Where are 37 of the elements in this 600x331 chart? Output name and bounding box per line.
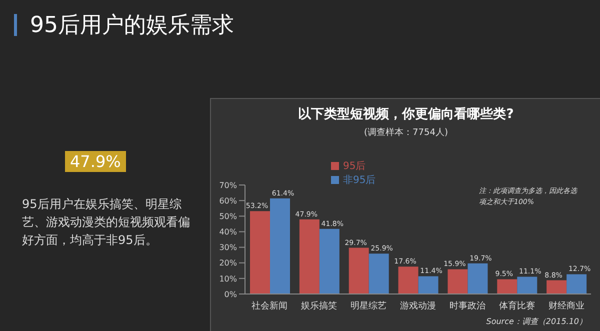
text: 47.9% (65, 151, 126, 172)
bar (546, 280, 567, 294)
x-tick-label: 娱乐搞笑 (301, 300, 338, 312)
x-tick-label: 体育比赛 (498, 300, 535, 312)
bar (299, 219, 320, 294)
text: (调查样本：7754人) (363, 126, 449, 139)
legend-label: 95后 (343, 161, 366, 172)
bar (497, 279, 518, 294)
y-tick-label: 10% (219, 274, 238, 284)
y-tick-label: 0% (224, 290, 238, 299)
chart-subtitle: 以下类型短视频，你更偏向看哪些类? (297, 106, 515, 123)
bar (448, 269, 468, 294)
bar (398, 266, 418, 294)
x-tick-label: 明星综艺 (350, 300, 387, 312)
bar (468, 263, 488, 294)
x-tick-label: 社会新闻 (252, 300, 288, 312)
x-tick-label: 时事政治 (449, 300, 486, 312)
x-tick-label: 财经商业 (548, 300, 584, 312)
bar (368, 254, 389, 294)
source-note: Source：调查（2015.10） (486, 316, 587, 327)
bar (270, 198, 290, 294)
y-tick-label: 60% (219, 196, 238, 206)
text: 95后用户在娱乐搞笑、明星综艺、游戏动漫类的短视频观看偏好方面，均高于非95后。 (22, 196, 191, 249)
y-tick-label: 30% (219, 243, 238, 252)
y-tick-label: 20% (219, 258, 238, 268)
bar (418, 276, 438, 294)
y-tick-label: 70% (219, 180, 238, 190)
bar (517, 276, 538, 294)
bar (348, 248, 369, 294)
bar (250, 211, 270, 294)
bar (319, 228, 340, 294)
x-tick-label: 游戏动漫 (400, 300, 436, 312)
legend-label: 非95后 (343, 175, 376, 186)
chart-title: 95后用户的娱乐需求 (30, 12, 234, 40)
bar (566, 274, 587, 294)
y-tick-label: 40% (219, 228, 238, 237)
y-tick-label: 50% (219, 212, 238, 221)
